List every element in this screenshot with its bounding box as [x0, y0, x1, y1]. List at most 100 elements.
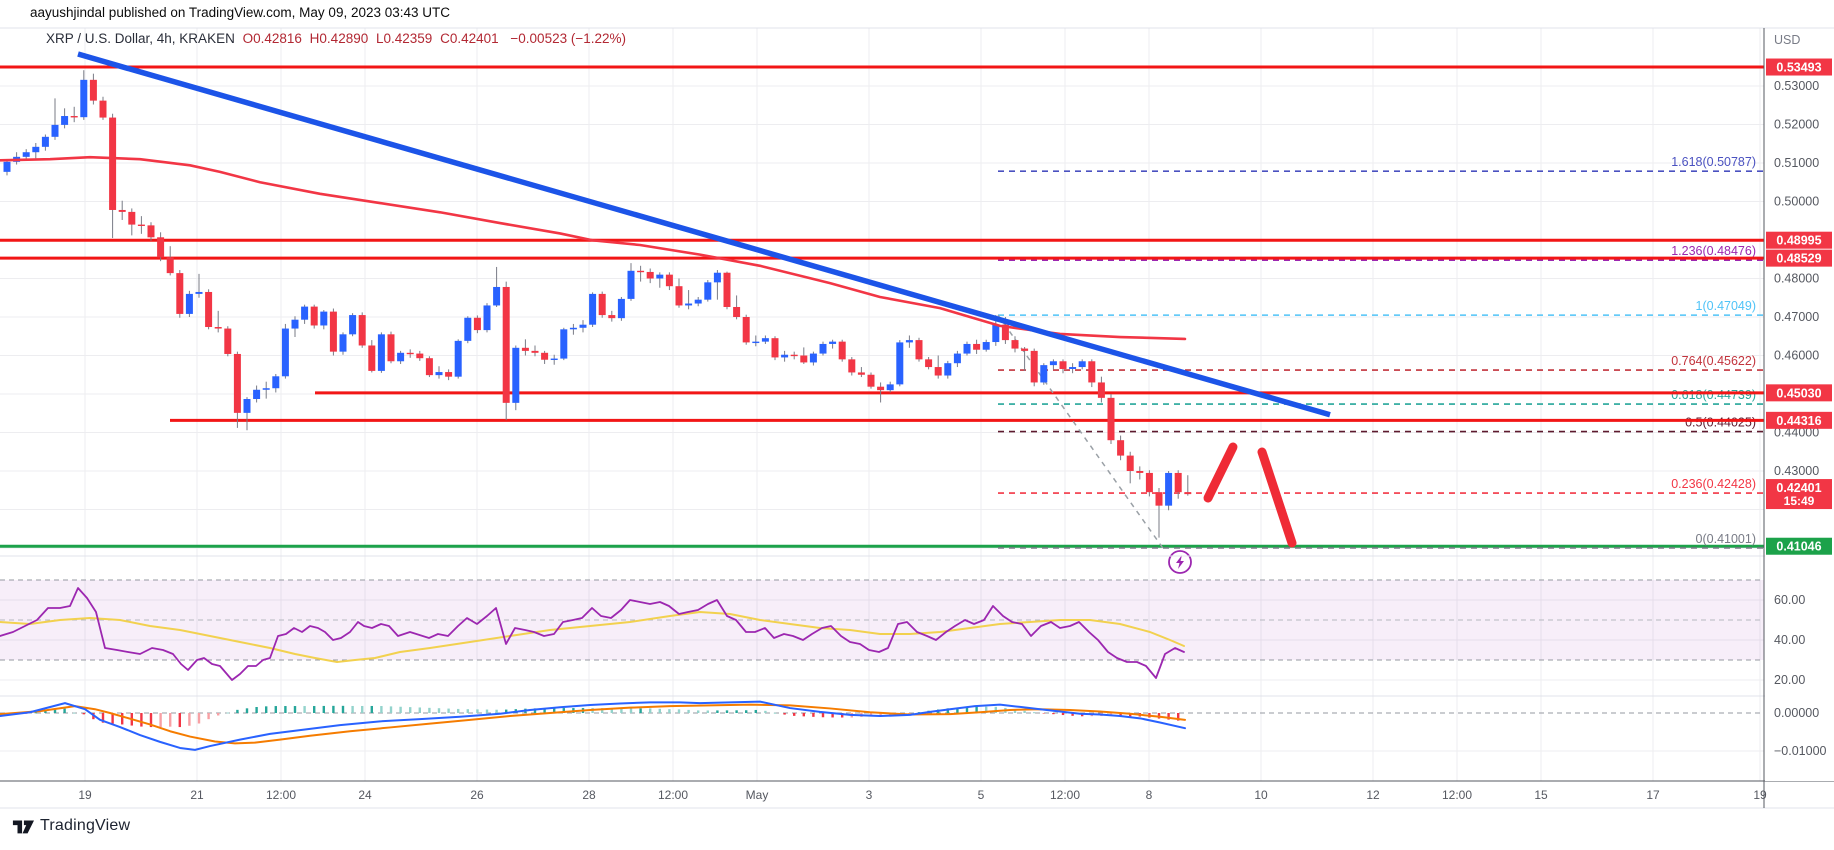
- price-tick-label: 0.51000: [1774, 156, 1819, 170]
- candle-up: [483, 305, 491, 331]
- macd-histogram-bar: [418, 707, 421, 713]
- macd-histogram-bar: [668, 709, 671, 713]
- macd-histogram-bar: [380, 706, 383, 713]
- candle-up: [886, 384, 894, 391]
- candle-down: [99, 100, 107, 118]
- time-axis-label: 10: [1254, 788, 1268, 802]
- macd-histogram-bar: [44, 710, 47, 713]
- macd-histogram-bar: [82, 713, 85, 715]
- tradingview-logo[interactable]: TradingView: [12, 815, 130, 837]
- macd-histogram-bar: [601, 708, 604, 713]
- macd-line-blue: [0, 700, 1186, 751]
- macd-histogram-bar: [437, 708, 441, 713]
- macd-histogram-bar: [101, 713, 105, 723]
- fib-diagonal-dashed: [997, 314, 1166, 552]
- candle-down: [915, 340, 923, 360]
- candle-down: [387, 334, 395, 362]
- macd-histogram-bar: [293, 706, 297, 713]
- macd-histogram-bar: [725, 710, 729, 713]
- candle-down: [973, 343, 981, 350]
- macd-histogram-bar: [610, 708, 613, 713]
- macd-histogram-bar: [1013, 709, 1017, 713]
- macd-histogram-bar: [485, 709, 489, 713]
- candle-down: [205, 291, 213, 328]
- currency-label: USD: [1774, 33, 1800, 47]
- macd-tick-label: 0.00000: [1774, 706, 1819, 720]
- macd-histogram-bar: [620, 708, 623, 713]
- candle-up: [809, 353, 817, 363]
- fib-level-label: 1.618(0.50787): [1671, 155, 1756, 169]
- candle-down: [665, 274, 673, 287]
- price-tick-label: 0.47000: [1774, 310, 1819, 324]
- symbol-legend: XRP / U.S. Dollar, 4h, KRAKEN O0.42816 H…: [46, 31, 626, 46]
- candle-up: [713, 272, 721, 283]
- candle-down: [416, 353, 424, 359]
- candle-down: [1001, 324, 1009, 341]
- macd-histogram-bar: [1119, 713, 1122, 717]
- macd-histogram-bar: [745, 710, 748, 713]
- candle-down: [329, 311, 337, 352]
- candle-down: [1155, 492, 1163, 506]
- macd-histogram-bar: [274, 706, 277, 713]
- time-axis-label: 26: [470, 788, 484, 802]
- candle-down: [867, 374, 875, 387]
- candle-down: [445, 372, 453, 377]
- candle-down: [425, 358, 433, 376]
- macd-histogram-bar: [361, 705, 364, 713]
- macd-histogram-bar: [553, 708, 556, 713]
- price-label-box: [1766, 58, 1832, 76]
- candle-up: [512, 347, 520, 403]
- candle-up: [694, 299, 702, 304]
- macd-histogram-bar: [687, 709, 690, 713]
- fib-level-label: 0.5(0.44025): [1685, 416, 1756, 430]
- candle-up: [569, 327, 577, 330]
- macd-histogram-bar: [677, 709, 681, 713]
- fib-level-label: 1.236(0.48476): [1671, 244, 1756, 258]
- candle-up: [992, 324, 1000, 343]
- candle-down: [1117, 440, 1125, 456]
- time-axis-label: 15: [1534, 788, 1548, 802]
- macd-histogram-bar: [773, 712, 777, 714]
- candle-down: [637, 270, 645, 273]
- candle-up: [253, 389, 261, 400]
- candle-down: [176, 273, 184, 314]
- macd-histogram-bar: [140, 713, 143, 727]
- macd-histogram-bar: [1061, 713, 1065, 716]
- price-label-box: [1766, 384, 1832, 402]
- annotation-red-arrow: [1203, 442, 1238, 503]
- macd-histogram-bar: [284, 706, 287, 713]
- macd-histogram-bar: [956, 707, 959, 713]
- candle-down: [1097, 382, 1105, 398]
- price-label-box: [1766, 411, 1832, 429]
- candle-down: [233, 353, 241, 413]
- macd-tick-label: −0.01000: [1774, 744, 1827, 758]
- macd-histogram-bar: [735, 710, 738, 713]
- macd-histogram-bar: [841, 713, 844, 718]
- time-axis-label: 5: [978, 788, 985, 802]
- macd-histogram-bar: [697, 710, 700, 713]
- macd-histogram-bar: [802, 713, 805, 717]
- price-tick-label: 0.46000: [1774, 349, 1819, 363]
- candle-up: [550, 358, 558, 360]
- macd-histogram-bar: [658, 708, 661, 713]
- candle-down: [598, 293, 606, 316]
- macd-histogram-bar: [1071, 713, 1074, 716]
- price-label-text: 0.42401: [1776, 481, 1821, 495]
- candle-down: [877, 386, 885, 391]
- time-axis-label: 12:00: [658, 788, 688, 802]
- candle-down: [675, 286, 683, 306]
- macd-histogram-bar: [562, 708, 565, 713]
- macd-histogram-bar: [793, 713, 796, 716]
- candle-up: [3, 161, 11, 172]
- time-axis-label: 17: [1646, 788, 1660, 802]
- price-tick-label: 0.44000: [1774, 426, 1819, 440]
- macd-histogram-bar: [245, 708, 249, 713]
- candle-down: [358, 315, 366, 346]
- candle-down: [1136, 471, 1144, 473]
- price-axis-background[interactable]: [1765, 29, 1834, 781]
- candle-down: [723, 272, 731, 307]
- rsi-tick-label: 20.00: [1774, 673, 1805, 687]
- candle-down: [224, 328, 232, 354]
